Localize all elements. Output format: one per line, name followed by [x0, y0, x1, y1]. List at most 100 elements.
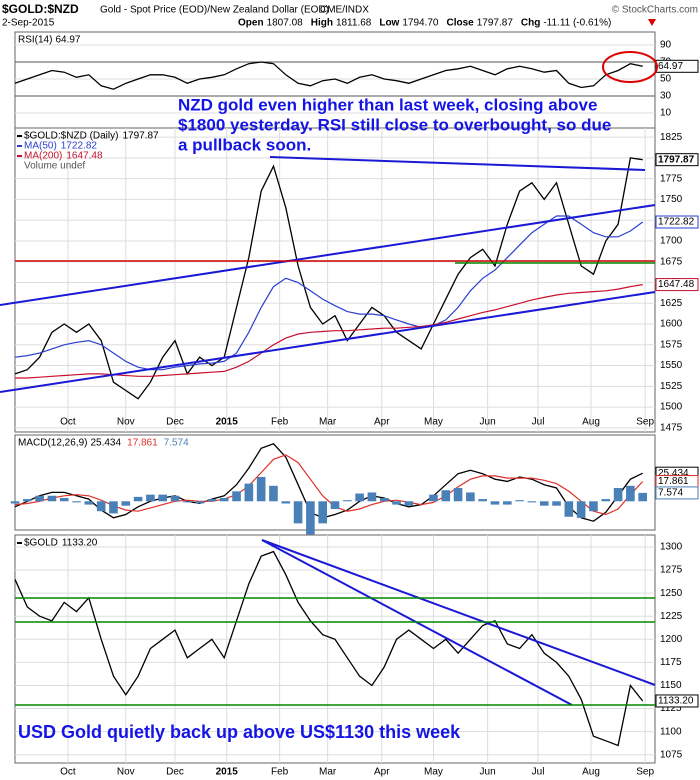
x-tick-label: Nov [117, 767, 135, 778]
x-tick-label: Jun [480, 417, 496, 428]
date: 2-Sep-2015 [2, 18, 55, 29]
legend-value: 1797.87 [122, 131, 159, 142]
histogram-bar [589, 501, 598, 512]
histogram-bar [626, 485, 635, 502]
down-arrow [648, 19, 656, 26]
histogram-bar [392, 501, 401, 505]
legend-name: $GOLD [24, 538, 58, 549]
series-line [14, 157, 643, 400]
trendline [0, 291, 656, 393]
x-tick-label: Mar [319, 417, 337, 428]
x-tick-label: Oct [60, 417, 76, 428]
histogram-bar [404, 501, 414, 506]
value-label: 1133.20 [658, 696, 694, 707]
quote: Open 1807.08 High 1811.68 Low 1794.70 Close 179… [238, 18, 611, 29]
value-label: 17.861 [658, 476, 689, 487]
y-tick-label: 1550 [660, 360, 683, 371]
x-tick-label: Feb [271, 767, 289, 778]
y-tick-label: 1100 [660, 726, 682, 737]
x-tick-label: Mar [319, 767, 337, 778]
y-tick-label: 1300 [660, 542, 683, 553]
series-line [14, 550, 644, 747]
value-box [655, 486, 699, 500]
histogram-bar [244, 483, 254, 502]
y-tick-label: 1775 [660, 173, 683, 184]
legend-value: 64.97 [55, 35, 80, 46]
histogram-bar [219, 497, 229, 502]
histogram-bar [59, 497, 69, 502]
histogram-bar [35, 495, 44, 502]
y-tick-label: 30 [660, 91, 672, 102]
histogram-bar [441, 490, 451, 502]
histogram-bar [552, 501, 561, 506]
trendline [0, 204, 656, 306]
header: $GOLD:$NZD Gold - Spot Price (EOD)/New Z… [2, 2, 698, 28]
histogram-bar [109, 501, 118, 514]
y-tick-label: 1125 [660, 703, 682, 714]
histogram-bar [72, 501, 81, 503]
value-label: 7.574 [658, 488, 683, 499]
legend-name: $GOLD:$NZD (Daily) [24, 131, 118, 142]
x-tick-label: Aug [582, 417, 600, 428]
value-box [655, 694, 699, 708]
quote-value: 1807.08 [267, 18, 304, 29]
x-tick-label: 2015 [216, 417, 239, 428]
histogram-bar [330, 501, 340, 510]
series-line [15, 284, 643, 379]
quote-label: Chg [521, 18, 540, 29]
y-tick-label: 1625 [660, 298, 683, 309]
quote-label: Close [447, 18, 475, 29]
histogram-bar [96, 501, 106, 512]
x-tick-label: Apr [374, 417, 390, 428]
y-tick-label: 1150 [660, 680, 682, 691]
histogram-bar [564, 501, 574, 517]
y-tick-label: 1275 [660, 565, 683, 576]
histogram-bar [256, 476, 266, 502]
x-tick-label: May [424, 767, 443, 778]
value-box [655, 215, 699, 229]
histogram-bar [490, 501, 500, 505]
description: Gold - Spot Price (EOD)/New Zealand Doll… [100, 5, 329, 16]
histogram-bar [84, 501, 94, 505]
x-tick-label: Feb [271, 417, 289, 428]
x-tick-label: Dec [166, 767, 184, 778]
y-tick-label: 1075 [660, 749, 683, 760]
trendline [261, 539, 656, 686]
series-line [14, 454, 644, 516]
histogram-bar [306, 501, 315, 535]
x-tick-label: Apr [374, 767, 390, 778]
legend-title: RSI(14) [18, 35, 52, 46]
histogram-bar [466, 492, 475, 502]
x-tick-label: 2015 [216, 767, 239, 778]
value-box [655, 278, 699, 292]
histogram-bar [158, 494, 167, 502]
histogram-bar [133, 496, 143, 502]
x-tick-label: May [424, 417, 443, 428]
symbol: $GOLD:$NZD [2, 2, 79, 16]
y-tick-label: 1675 [660, 256, 683, 267]
histogram-bar [515, 500, 524, 502]
y-tick-label: 1500 [660, 402, 683, 413]
x-tick-label: Jul [532, 417, 545, 428]
histogram-bar [429, 494, 438, 502]
histogram-bar [503, 501, 512, 505]
y-tick-label: 90 [660, 40, 672, 51]
histogram-bar [613, 488, 623, 502]
x-tick-label: Nov [117, 417, 135, 428]
histogram-bar [576, 501, 586, 518]
legend-note: Volume undef [24, 161, 85, 172]
quote-value: 1797.87 [477, 18, 514, 29]
histogram-bar [478, 499, 487, 502]
histogram-bar [183, 501, 192, 503]
legend-value: 17.861 [127, 438, 158, 449]
legend-value: 1133.20 [62, 538, 98, 549]
series-line [14, 443, 643, 522]
histogram-bar [170, 495, 180, 502]
value-label: 1797.87 [658, 154, 695, 165]
trendlines [0, 51, 658, 706]
panel-frame [14, 127, 656, 433]
y-tick-label: 1225 [660, 611, 683, 622]
x-tick-label: Aug [582, 767, 600, 778]
panel: Oct Nov Dec 2015 Feb Mar Apr May Jun Jul Aug Sep 147… [14, 127, 699, 433]
annotation: NZD gold even higher than last week, clo… [178, 95, 597, 114]
